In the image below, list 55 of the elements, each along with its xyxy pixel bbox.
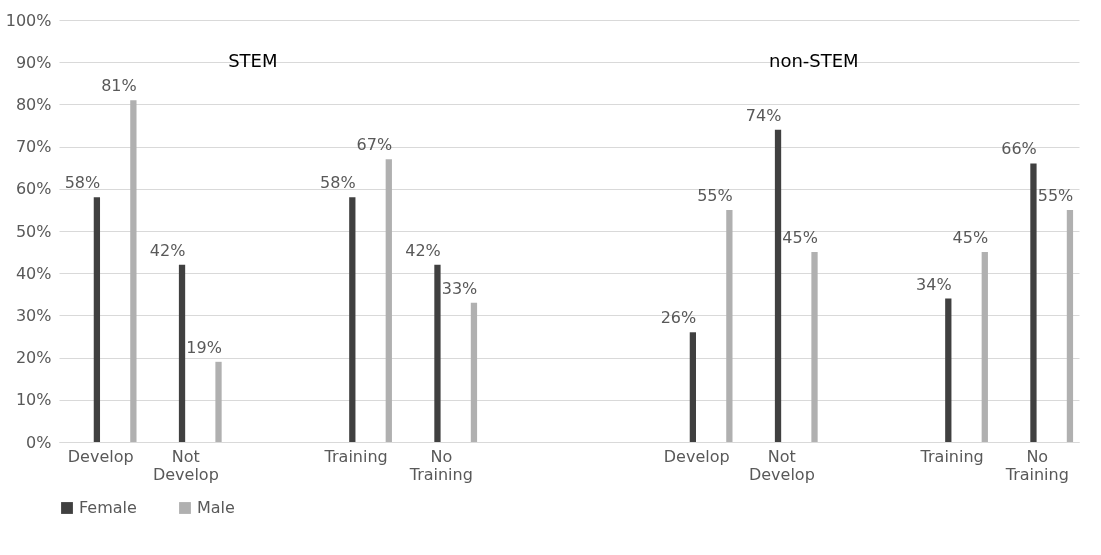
x-tick-label: Not Develop (152, 446, 219, 484)
data-label: 67% (356, 135, 393, 155)
bar (945, 298, 952, 442)
data-label: 58% (64, 173, 101, 193)
y-tick-label: 60% (15, 179, 52, 199)
legend-label: Male (197, 498, 235, 517)
bar (1066, 209, 1074, 442)
x-tick-label: Develop (67, 446, 134, 466)
y-tick-label: 80% (15, 94, 52, 114)
bar (1030, 163, 1037, 442)
data-label: 26% (660, 308, 697, 328)
bar (215, 361, 222, 442)
x-tick-label: No Training (408, 446, 473, 484)
data-label: 45% (952, 228, 989, 248)
data-label: 34% (916, 274, 952, 294)
y-tick-label: 10% (15, 390, 52, 410)
bar (349, 197, 356, 442)
x-tick-label: Training (919, 446, 984, 466)
bar (470, 302, 478, 442)
data-label: 33% (441, 278, 478, 298)
legend-label: Female (79, 498, 137, 517)
y-tick-label: 0% (26, 432, 52, 452)
data-label: 55% (697, 185, 733, 205)
bar (726, 209, 733, 442)
y-tick-label: 50% (15, 221, 52, 241)
data-label: 81% (101, 76, 137, 96)
annotation: non-STEM (768, 50, 859, 72)
bar (178, 264, 186, 442)
bar (981, 252, 988, 442)
data-label: 66% (1001, 139, 1037, 159)
data-label: 55% (1037, 185, 1074, 205)
y-tick-label: 30% (15, 305, 52, 325)
data-label: 74% (745, 105, 782, 125)
y-tick-label: 40% (15, 263, 52, 283)
data-label: 45% (782, 228, 818, 248)
data-label: 58% (320, 173, 356, 193)
y-tick-label: 100% (5, 10, 52, 30)
x-tick-label: Training (323, 446, 388, 466)
data-label: 19% (186, 337, 222, 357)
annotation: STEM (228, 50, 278, 72)
bar (811, 252, 818, 442)
y-tick-label: 20% (15, 348, 52, 368)
data-label: 42% (405, 240, 441, 260)
bar (774, 129, 782, 442)
bar (130, 100, 137, 442)
bar (385, 159, 392, 442)
bar (689, 332, 697, 442)
bar (434, 264, 441, 442)
y-tick-label: 90% (15, 52, 52, 72)
x-tick-label: No Training (1004, 446, 1069, 484)
x-tick-label: Develop (663, 446, 730, 466)
data-label: 42% (149, 240, 186, 260)
bar (93, 197, 101, 442)
y-tick-label: 70% (15, 137, 52, 157)
x-tick-label: Not Develop (748, 446, 815, 484)
